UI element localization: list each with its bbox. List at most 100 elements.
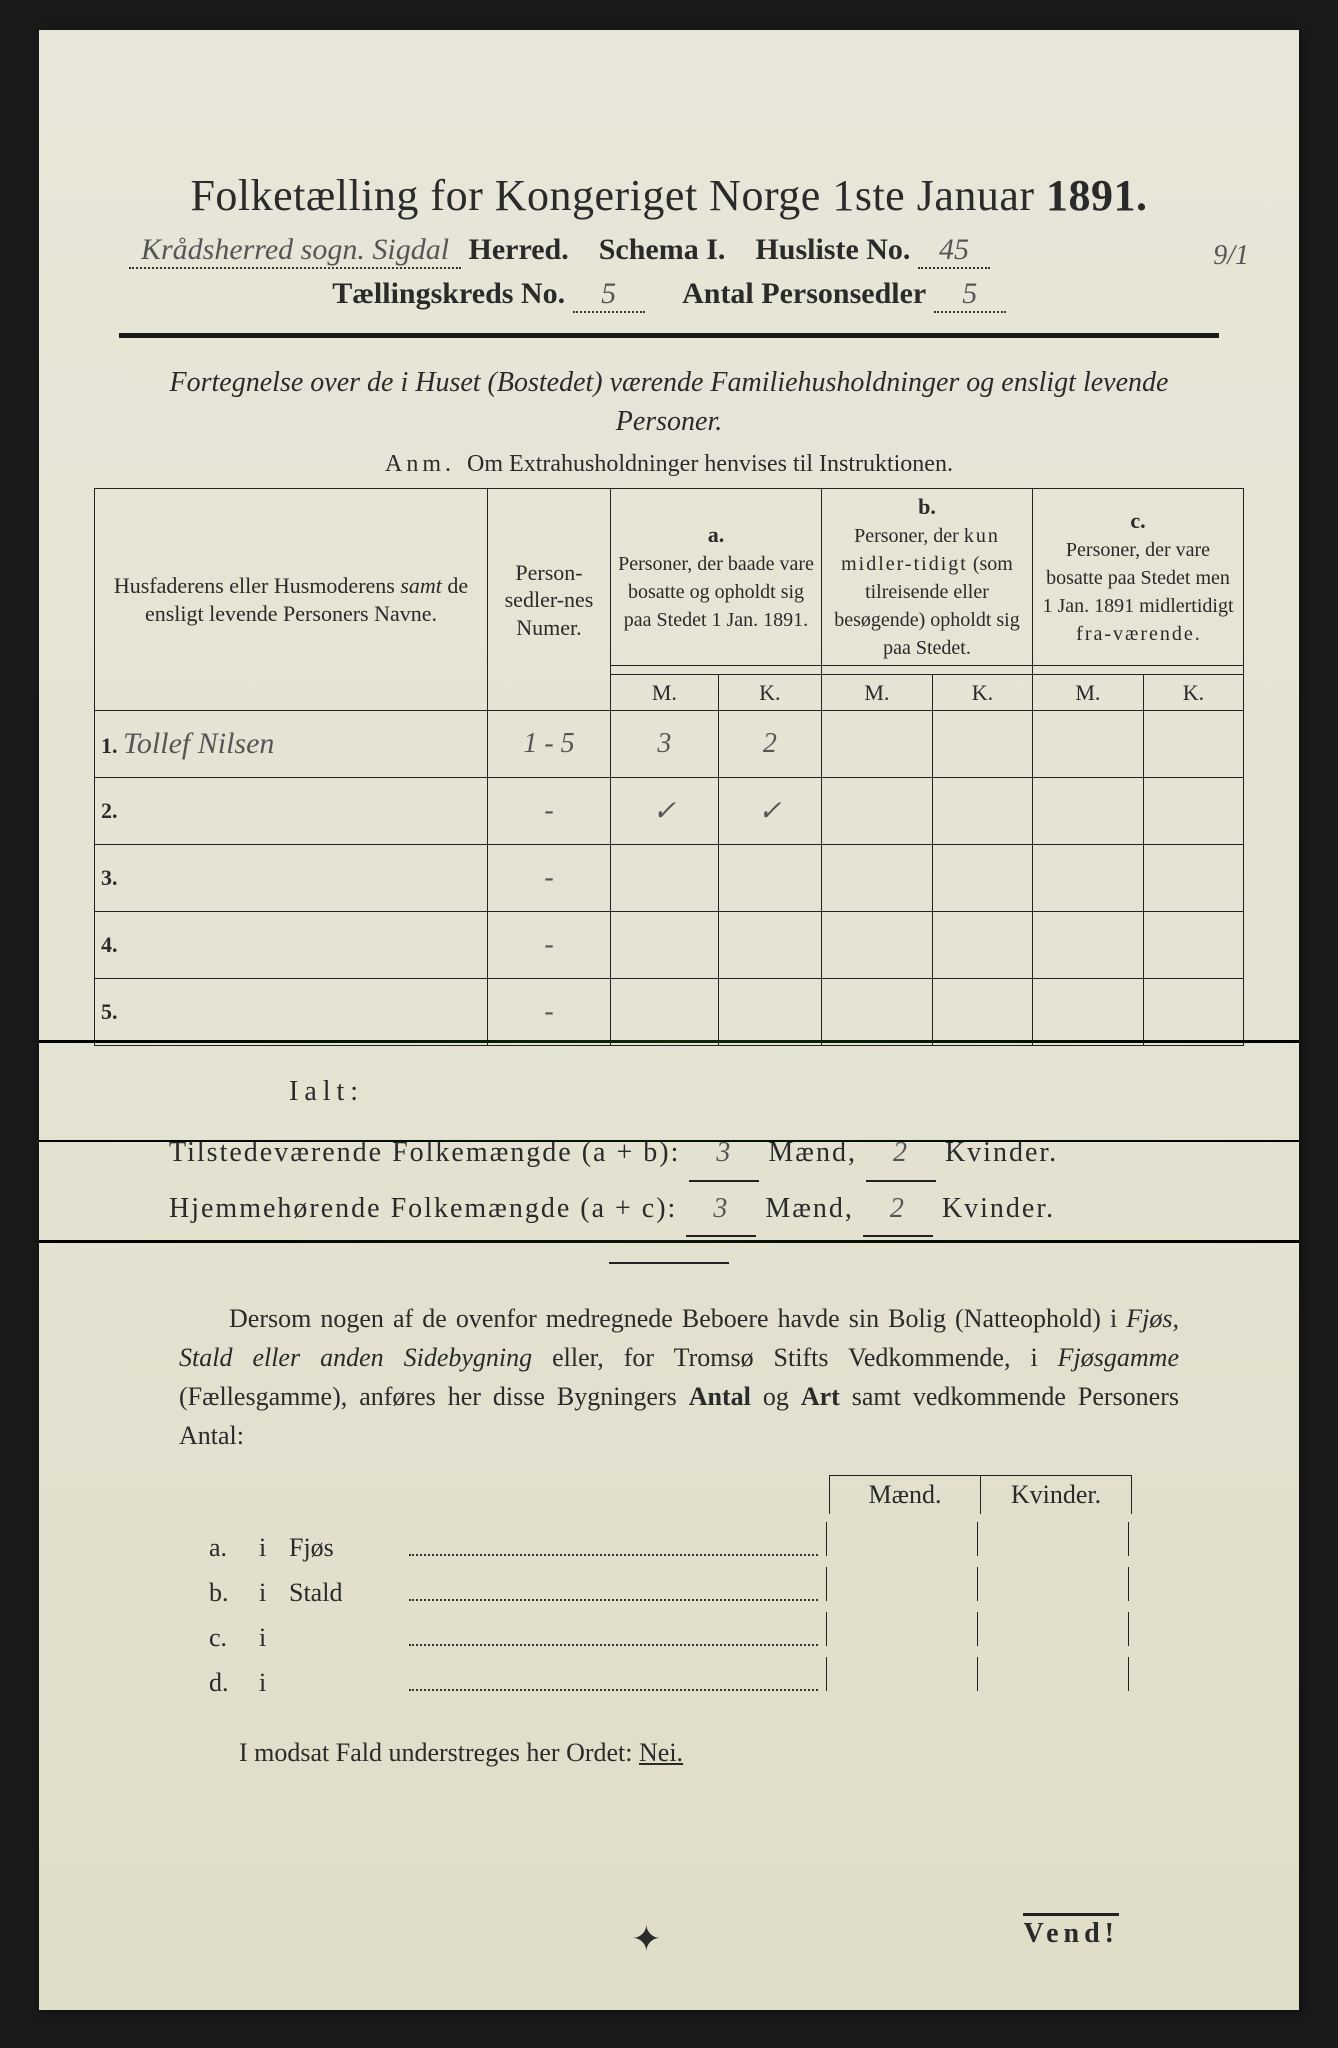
row-cm [1032, 912, 1143, 979]
building-row: c.i [209, 1612, 1129, 1653]
row-num-cell: - [488, 778, 611, 845]
maend-label: Mænd, [768, 1137, 857, 1168]
row-ak [718, 912, 821, 979]
row-am [611, 912, 719, 979]
row-am: ✓ [611, 778, 719, 845]
totals-line-1: Tilstedeværende Folkemængde (a + b): 3 M… [169, 1126, 1249, 1181]
totals-2-m: 3 [686, 1182, 756, 1237]
row-name-cell: 4. [95, 912, 488, 979]
building-letter: a. [209, 1533, 259, 1563]
building-m-cell [826, 1657, 977, 1691]
final-text: I modsat Fald understreges her Ordet: [239, 1738, 639, 1767]
building-letter: c. [209, 1623, 259, 1653]
row-ak [718, 845, 821, 912]
title-year: 1891. [1046, 171, 1148, 220]
col-b-text: Personer, der kun midler-tidigt (som til… [834, 525, 1020, 659]
col-c-k: K. [1143, 674, 1243, 711]
maend-label-2: Mænd, [765, 1193, 854, 1224]
table-row: 4. - [95, 912, 1244, 979]
dotted-line [409, 1573, 818, 1601]
census-form-page: Folketælling for Kongeriget Norge 1ste J… [39, 30, 1299, 2010]
husliste-label: Husliste No. [755, 233, 910, 266]
row-ak [718, 979, 821, 1046]
ialt-label: Ialt: [289, 1076, 1249, 1108]
dotted-line [409, 1663, 818, 1691]
col-a-m: M. [611, 674, 719, 711]
totals-2-k: 2 [863, 1182, 933, 1237]
vend-label: Vend! [1023, 1913, 1119, 1950]
binding-marker-icon: ✦ [631, 1918, 661, 1960]
col-c-label: c. [1130, 508, 1145, 533]
antal-label: Antal Personsedler [682, 277, 926, 310]
building-letter: b. [209, 1578, 259, 1608]
building-m-cell [826, 1567, 977, 1601]
row-name-cell: 3. [95, 845, 488, 912]
anm-line: Anm. Om Extrahusholdninger henvises til … [89, 451, 1249, 478]
col-a-label: a. [708, 522, 725, 547]
row-num-cell: 1 - 5 [488, 711, 611, 778]
totals-line-2: Hjemmehørende Folkemængde (a + c): 3 Mæn… [169, 1182, 1249, 1237]
table-row: 5. - [95, 979, 1244, 1046]
table-row: 2. -✓✓ [95, 778, 1244, 845]
building-i: i [259, 1578, 289, 1608]
row-bk [932, 979, 1032, 1046]
building-i: i [259, 1533, 289, 1563]
col-b-k: K. [932, 674, 1032, 711]
household-table: Husfaderens eller Husmoderens samt de en… [94, 488, 1244, 1046]
row-bm [821, 979, 932, 1046]
row-cm [1032, 711, 1143, 778]
building-paragraph: Dersom nogen af de ovenfor medregnede Be… [179, 1299, 1179, 1455]
scan-artifact [39, 1140, 1299, 1142]
building-m-cell [826, 1522, 977, 1556]
scan-artifact [39, 1240, 1299, 1243]
building-name: Fjøs [289, 1533, 409, 1563]
building-name: Stald [289, 1578, 409, 1608]
schema-label: Schema I. [599, 233, 726, 266]
row-bm [821, 912, 932, 979]
mk-maend: Mænd. [829, 1475, 980, 1514]
row-name-cell: 2. [95, 778, 488, 845]
row-am [611, 979, 719, 1046]
col-c-text: Personer, der vare bosatte paa Stedet me… [1042, 539, 1233, 645]
building-k-cell [977, 1567, 1129, 1601]
scan-artifact [39, 1040, 1299, 1043]
building-k-cell [977, 1612, 1129, 1646]
table-row: 3. - [95, 845, 1244, 912]
row-cm [1032, 979, 1143, 1046]
row-ck [1143, 778, 1243, 845]
row-cm [1032, 845, 1143, 912]
row-bk [932, 845, 1032, 912]
col-b-label: b. [918, 494, 936, 519]
col-a: a. Personer, der baade vare bosatte og o… [611, 489, 822, 666]
dotted-line [409, 1618, 818, 1646]
row-cm [1032, 778, 1143, 845]
short-divider [609, 1262, 729, 1264]
divider-rule [119, 333, 1219, 338]
table-row: 1. Tollef Nilsen1 - 532 [95, 711, 1244, 778]
anm-label: Anm. [385, 451, 455, 477]
title-text: Folketælling for Kongeriget Norge 1ste J… [190, 171, 1046, 220]
building-k-cell [977, 1522, 1129, 1556]
row-bk [932, 912, 1032, 979]
tkreds-number: 5 [573, 277, 645, 313]
antal-number: 5 [934, 277, 1006, 313]
husliste-number: 45 [918, 233, 990, 269]
col-header-number: Person-sedler-nes Numer. [488, 489, 611, 711]
row-bm [821, 711, 932, 778]
row-num-cell: - [488, 912, 611, 979]
margin-annotation: 9/1 [1213, 240, 1249, 272]
row-ck [1143, 912, 1243, 979]
row-name-cell: 1. Tollef Nilsen [95, 711, 488, 778]
row-ck [1143, 845, 1243, 912]
building-i: i [259, 1668, 289, 1698]
subtitle: Fortegnelse over de i Huset (Bostedet) v… [169, 363, 1169, 441]
row-ck [1143, 979, 1243, 1046]
building-i: i [259, 1623, 289, 1653]
header-line-3: Tællingskreds No. 5 Antal Personsedler 5 [89, 277, 1249, 313]
col-c-m: M. [1032, 674, 1143, 711]
row-bm [821, 845, 932, 912]
building-row: b.iStald [209, 1567, 1129, 1608]
building-list: a.iFjøsb.iStaldc.id.i [209, 1522, 1129, 1698]
tkreds-label: Tællingskreds No. [332, 277, 565, 310]
header-line-2: Krådsherred sogn. Sigdal Herred. Schema … [89, 233, 1249, 269]
